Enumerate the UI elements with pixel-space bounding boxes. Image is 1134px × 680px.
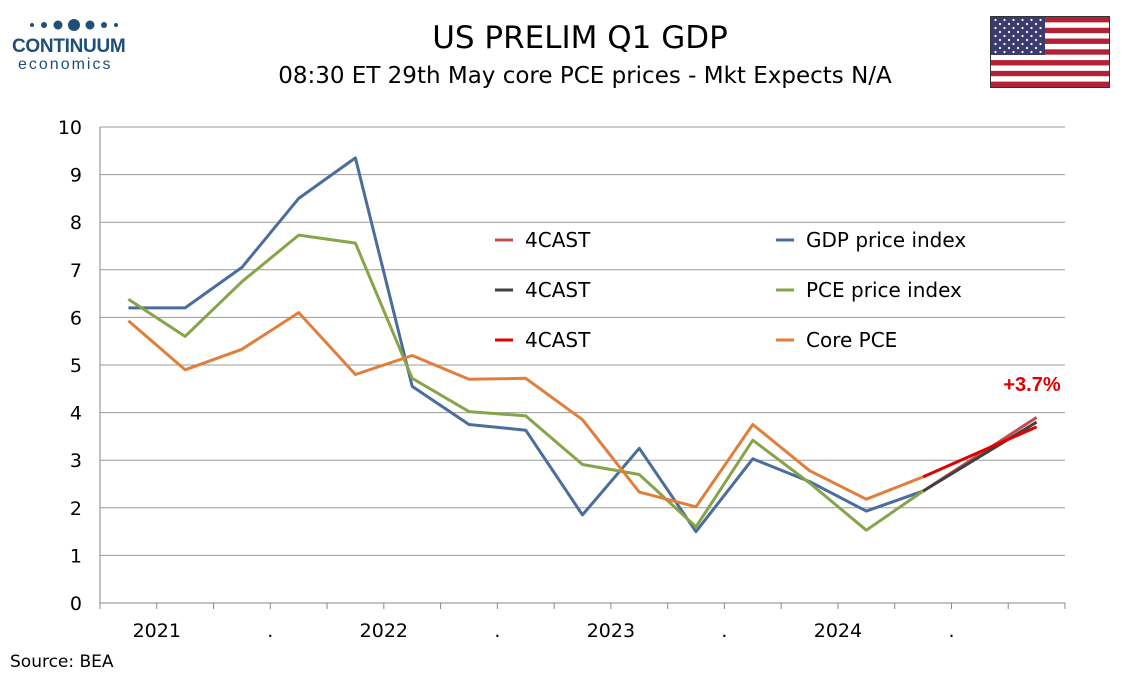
logo-subtitle: economics — [18, 56, 113, 73]
flag-stripe — [991, 38, 1109, 44]
flag-star — [1003, 50, 1006, 54]
flag-star — [994, 34, 997, 38]
flag-star — [1003, 34, 1006, 38]
series-line-gdp-price-index — [128, 156, 924, 534]
flag-stripe — [991, 70, 1109, 77]
y-tick-label: 10 — [58, 117, 82, 139]
legend-label: 4CAST — [525, 228, 591, 252]
flag-star — [1016, 30, 1020, 34]
x-tick-label: 2024 — [814, 620, 862, 642]
flag-star — [1025, 38, 1029, 42]
flag-star — [998, 38, 1002, 42]
flag-star — [1021, 34, 1024, 38]
flag-star — [1034, 30, 1038, 34]
flag-star — [1007, 38, 1011, 42]
us-flag-icon — [990, 16, 1110, 88]
flag-stripe — [991, 27, 1109, 34]
us-flag-graphic — [991, 17, 1109, 87]
flag-star — [1012, 26, 1015, 30]
flag-star — [1039, 42, 1042, 46]
flag-star — [1007, 30, 1011, 34]
y-tick-label: 4 — [70, 403, 82, 425]
x-tick-label: . — [721, 620, 727, 642]
flag-star — [1016, 22, 1020, 26]
y-tick-label: 3 — [70, 450, 82, 472]
series-line-4cast — [922, 420, 1038, 493]
x-tick-label: . — [267, 620, 273, 642]
flag-star — [994, 42, 997, 46]
flag-star — [1030, 18, 1033, 22]
legend-label: Core PCE — [806, 328, 897, 352]
flag-star — [1016, 46, 1020, 50]
flag-star — [1039, 18, 1042, 22]
series-line-pce-price-index — [127, 233, 924, 532]
flag-star — [1039, 34, 1042, 38]
flag-star — [1030, 34, 1033, 38]
flag-star — [1003, 26, 1006, 30]
flag-star — [1021, 42, 1024, 46]
flag-star — [1039, 50, 1042, 54]
flag-star — [994, 50, 997, 54]
flag-star — [1016, 38, 1020, 42]
legend-label: 4CAST — [525, 278, 591, 302]
flag-star — [1034, 22, 1038, 26]
flag-star — [1030, 42, 1033, 46]
flag-star — [1025, 22, 1029, 26]
flag-star — [1003, 18, 1006, 22]
y-tick-label: 2 — [70, 498, 82, 520]
chart-subtitle: 08:30 ET 29th May core PCE prices - Mkt … — [278, 63, 892, 89]
flag-star — [1030, 50, 1033, 54]
series-line-core-pce — [127, 311, 924, 509]
x-tick-label: . — [948, 620, 954, 642]
flag-star — [1025, 46, 1029, 50]
flag-star — [1007, 46, 1011, 50]
y-tick-label: 7 — [70, 260, 82, 282]
legend-label: GDP price index — [806, 228, 966, 252]
flag-stripe — [991, 49, 1109, 55]
chart-title: US PRELIM Q1 GDP — [432, 20, 728, 56]
flag-star — [1012, 34, 1015, 38]
y-tick-label: 5 — [70, 355, 82, 377]
flag-star — [1025, 30, 1029, 34]
flag-stripe — [991, 81, 1109, 87]
logo-name: CONTINUUM — [12, 36, 126, 57]
y-tick-label: 0 — [70, 593, 82, 615]
flag-star — [1034, 46, 1038, 50]
flag-star — [1021, 26, 1024, 30]
y-tick-label: 9 — [70, 165, 82, 187]
flag-star — [998, 46, 1002, 50]
flag-star — [1012, 42, 1015, 46]
flag-star — [1012, 50, 1015, 54]
continuum-logo: CONTINUUM economics — [12, 14, 142, 76]
flag-star — [998, 30, 1002, 34]
flag-stripe — [991, 17, 1109, 23]
flag-star — [1021, 50, 1024, 54]
y-tick-label: 1 — [70, 545, 82, 567]
flag-star — [1021, 18, 1024, 22]
flag-star — [1030, 26, 1033, 30]
flag-star — [1012, 18, 1015, 22]
flag-star — [1007, 22, 1011, 26]
x-tick-label: 2021 — [133, 620, 181, 642]
series-line-4cast — [922, 425, 1038, 479]
legend-label: PCE price index — [806, 278, 962, 302]
logo-dots-icon — [30, 19, 118, 31]
x-tick-label: 2022 — [360, 620, 408, 642]
flag-star — [1039, 26, 1042, 30]
flag-star — [1003, 42, 1006, 46]
flag-star — [998, 22, 1002, 26]
flag-star — [994, 18, 997, 22]
source-note: Source: BEA — [10, 652, 114, 672]
y-tick-label: 8 — [70, 212, 82, 234]
flag-star — [994, 26, 997, 30]
x-tick-label: . — [494, 620, 500, 642]
x-tick-label: 2023 — [587, 620, 635, 642]
flag-stripe — [991, 60, 1109, 66]
y-tick-label: 6 — [70, 307, 82, 329]
flag-star — [1034, 38, 1038, 42]
forecast-annotation: +3.7% — [1003, 374, 1060, 396]
legend-label: 4CAST — [525, 328, 591, 352]
